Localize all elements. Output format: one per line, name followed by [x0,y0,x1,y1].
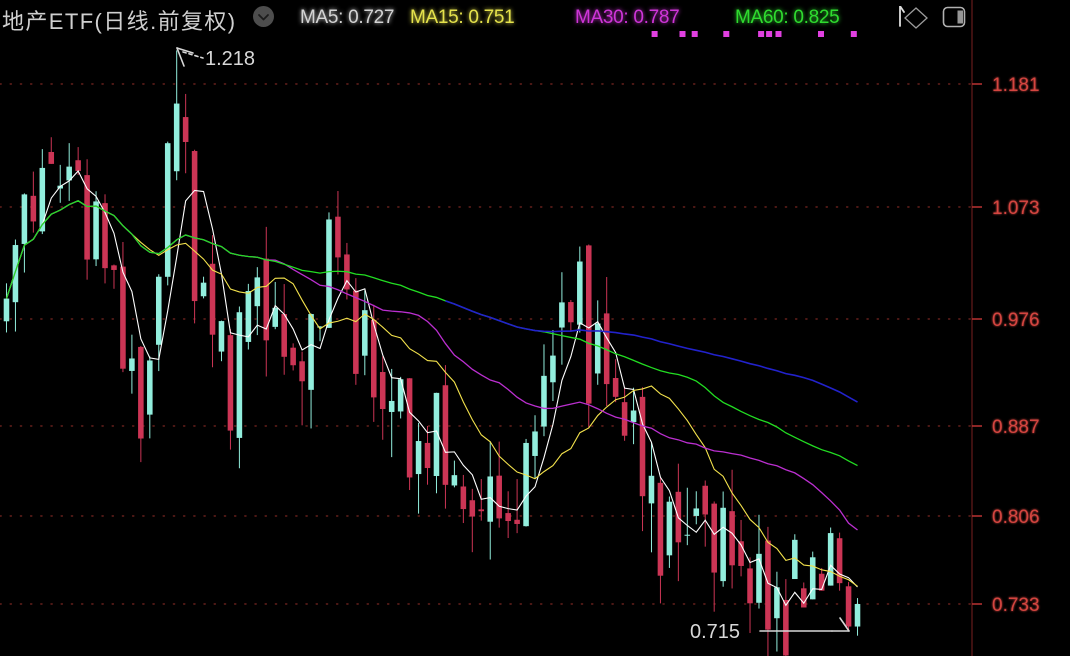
svg-text:0.715: 0.715 [690,621,740,643]
svg-text:0.733: 0.733 [992,595,1040,616]
svg-text:1.218: 1.218 [205,48,255,70]
svg-text:1.181: 1.181 [992,75,1040,96]
svg-text:0.887: 0.887 [992,417,1040,438]
svg-text:0.976: 0.976 [992,310,1040,331]
svg-text:0.806: 0.806 [992,507,1040,528]
svg-text:1.073: 1.073 [992,198,1040,219]
